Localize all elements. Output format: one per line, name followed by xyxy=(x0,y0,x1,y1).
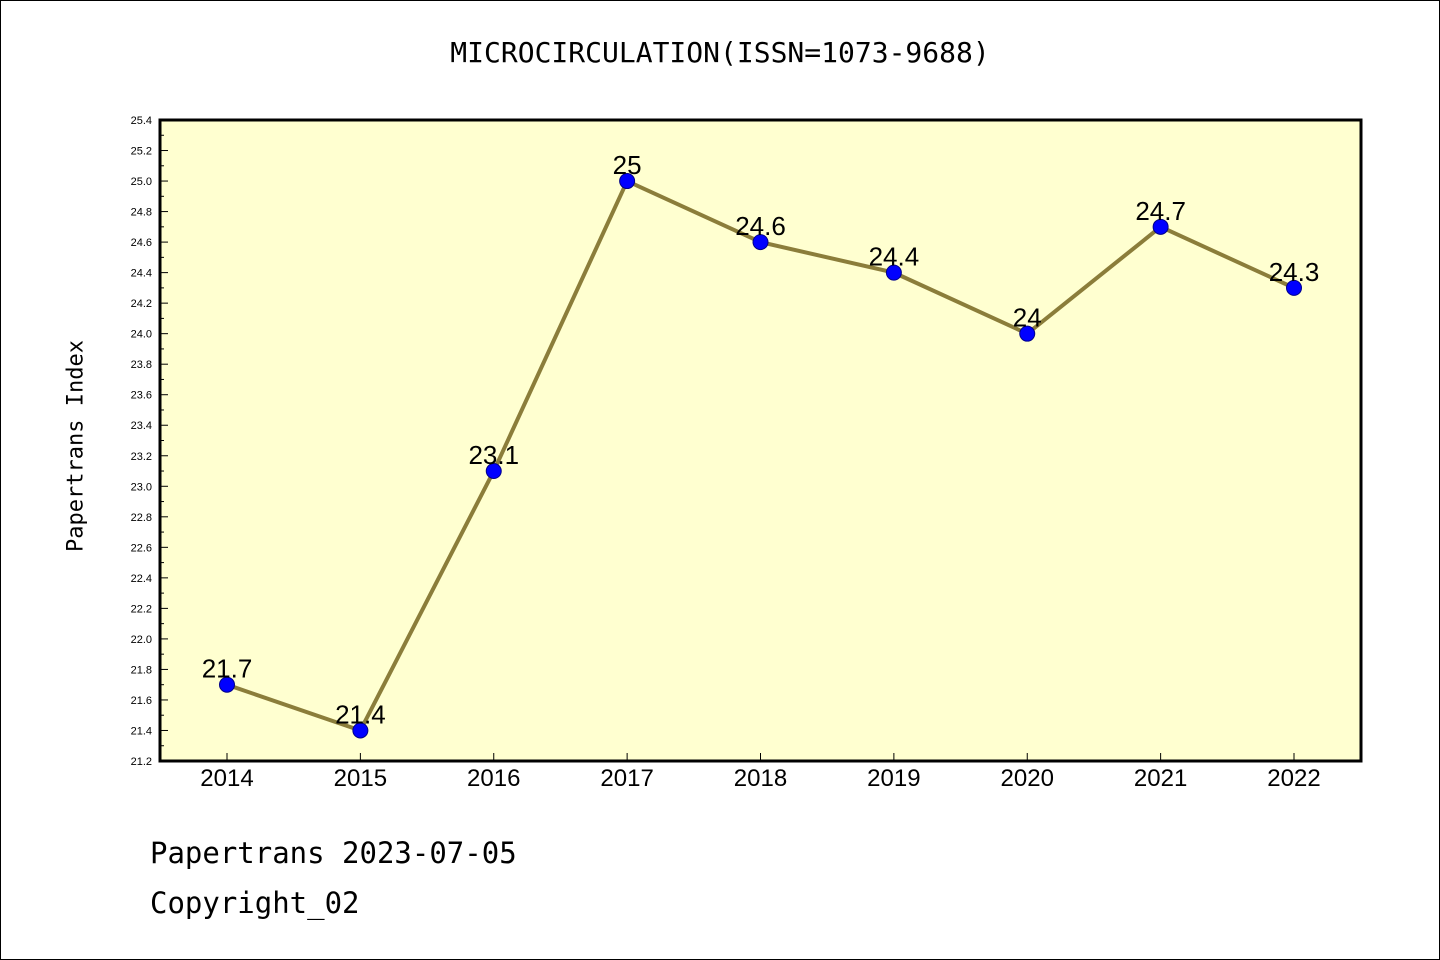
x-tick-label: 2017 xyxy=(600,765,653,792)
y-tick-label: 21.2 xyxy=(131,756,152,768)
data-label: 24.4 xyxy=(869,242,920,272)
y-tick-label: 25.4 xyxy=(131,115,152,127)
y-tick-label: 23.8 xyxy=(131,359,152,371)
data-point xyxy=(1286,279,1302,296)
x-tick-label: 2018 xyxy=(734,765,787,792)
data-label: 23.1 xyxy=(468,440,519,470)
x-axis: 2014 2015 2016 2017 2018 2019 2020 2021 2022 xyxy=(200,753,1321,792)
x-tick-label: 2016 xyxy=(467,765,520,792)
chart-title: MICROCIRCULATION(ISSN=1073-9688) xyxy=(450,36,990,69)
y-axis: 21.2 21.4 21.6 21.8 22.0 22.2 22.4 22.6 22.8 23.0… xyxy=(131,115,168,768)
y-tick-label: 22.6 xyxy=(131,542,152,554)
x-tick-label: 2014 xyxy=(200,765,253,792)
y-tick-label: 22.2 xyxy=(131,603,152,615)
x-tick-label: 2021 xyxy=(1134,765,1187,792)
y-tick-label: 24.0 xyxy=(131,329,152,341)
data-label: 24 xyxy=(1013,303,1042,333)
footer-copyright: Copyright_02 xyxy=(150,886,360,920)
data-label: 25 xyxy=(613,150,642,180)
data-point xyxy=(1152,218,1169,235)
data-points xyxy=(219,173,1302,739)
y-tick-label: 24.4 xyxy=(131,268,152,280)
x-tick-label: 2022 xyxy=(1267,765,1320,792)
y-tick-label: 21.8 xyxy=(131,664,152,676)
y-tick-label: 22.4 xyxy=(131,573,152,585)
y-tick-label: 22.0 xyxy=(131,634,152,646)
data-point xyxy=(219,676,235,693)
data-point xyxy=(752,234,769,251)
data-label: 24.7 xyxy=(1135,196,1186,226)
data-label: 21.7 xyxy=(202,654,253,684)
data-labels: 21.7 21.4 23.1 25 24.6 24.4 24 24.7 24.3 xyxy=(202,150,1320,729)
x-tick-label: 2020 xyxy=(1001,765,1054,792)
y-tick-label: 24.2 xyxy=(131,298,152,310)
y-tick-label: 23.4 xyxy=(131,420,152,432)
y-tick-label: 22.8 xyxy=(131,512,152,524)
y-tick-label: 21.4 xyxy=(131,725,152,737)
x-tick-label: 2015 xyxy=(334,765,387,792)
y-tick-label: 23.6 xyxy=(131,390,152,402)
y-tick-label: 25.2 xyxy=(131,146,152,158)
y-tick-label: 25.0 xyxy=(131,176,152,188)
y-tick-label: 23.2 xyxy=(131,451,152,463)
data-point xyxy=(352,722,369,739)
footer-source-date: Papertrans 2023-07-05 xyxy=(150,836,517,870)
data-point xyxy=(1019,325,1036,342)
data-label: 24.6 xyxy=(735,211,786,241)
data-point xyxy=(619,173,636,190)
y-tick-label: 24.6 xyxy=(131,237,152,249)
data-point xyxy=(485,463,502,480)
data-point xyxy=(885,264,902,281)
data-label: 24.3 xyxy=(1269,257,1320,287)
y-tick-label: 23.0 xyxy=(131,481,152,493)
y-tick-label: 24.8 xyxy=(131,207,152,219)
y-tick-label: 21.6 xyxy=(131,695,152,707)
x-tick-label: 2019 xyxy=(867,765,920,792)
data-label: 21.4 xyxy=(335,699,386,729)
